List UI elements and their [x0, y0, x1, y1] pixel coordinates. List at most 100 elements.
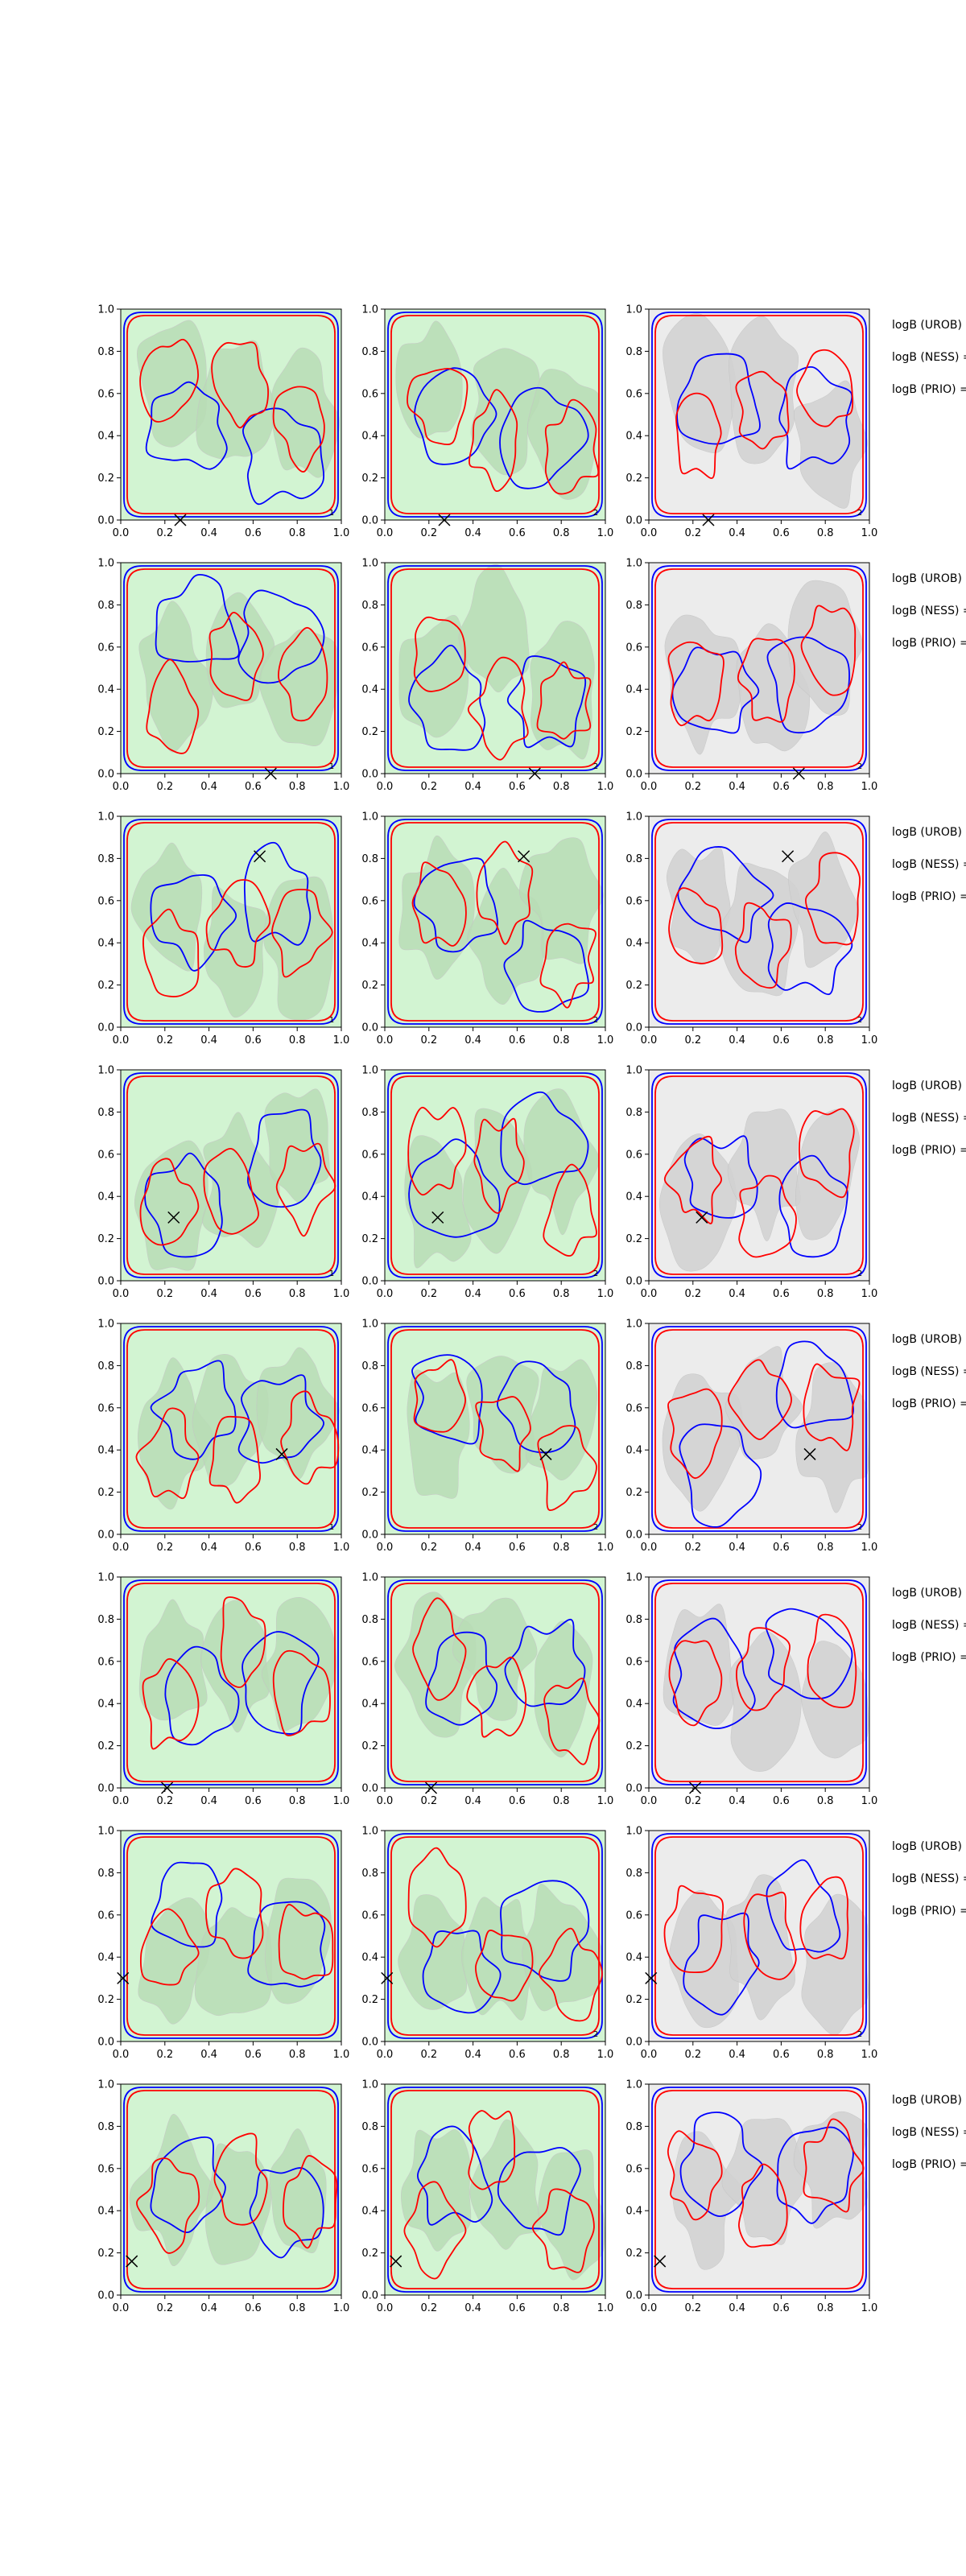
x-tick-label: 0.6 — [245, 1542, 262, 1554]
x-tick-label: 0.4 — [200, 1542, 217, 1554]
panel-number: 1 — [329, 509, 334, 518]
blue-contour — [651, 1579, 867, 1785]
axes-frame — [648, 1576, 870, 1789]
y-tick-label: 0.0 — [97, 2290, 114, 2302]
x-tick-label: 0.4 — [464, 1288, 481, 1300]
blue-contour — [150, 2136, 226, 2233]
y-tick-label: 0.8 — [97, 1614, 114, 1626]
panel-r8-c1: 0.0 0.2 0.4 0.6 0.8 1.0 0.0 0.2 0.4 0.6 0.8 1.0 — [97, 2079, 349, 2315]
y-tick-label: 0.4 — [361, 938, 378, 950]
shaded-region — [462, 1108, 533, 1254]
red-contour — [272, 386, 325, 473]
shaded-region — [394, 1591, 477, 1738]
y-tick-label: 0.4 — [625, 2206, 642, 2218]
x-tick-label: 1.0 — [861, 781, 878, 793]
red-contour — [390, 1075, 600, 1275]
panel-r2-c3: 0.0 0.2 0.4 0.6 0.8 1.0 0.0 0.2 0.4 0.6 0.8 1.0 2 — [625, 558, 877, 794]
axes-frame — [120, 1069, 342, 1282]
red-contour — [663, 1885, 724, 1974]
blue-contour — [497, 2147, 581, 2236]
y-tick-label: 0.2 — [361, 726, 378, 738]
blue-contour — [123, 2087, 339, 2293]
x-tick-label: 0.4 — [464, 527, 481, 539]
blue-contour — [247, 1901, 326, 1988]
red-contour — [204, 1868, 264, 1959]
y-tick-label: 0.4 — [97, 1699, 114, 1711]
blue-contour — [676, 353, 761, 445]
shaded-region — [662, 1373, 743, 1512]
red-contour — [803, 1363, 861, 1451]
y-tick-label: 0.8 — [625, 2121, 642, 2133]
red-contour — [412, 1597, 467, 1701]
y-tick-label: 0.8 — [625, 1614, 642, 1626]
red-contour — [728, 1359, 793, 1440]
y-tick-label: 0.2 — [625, 1487, 642, 1499]
red-contour — [139, 338, 199, 423]
x-tick-label: 1.0 — [597, 1542, 614, 1554]
y-tick-label: 0.4 — [97, 2206, 114, 2218]
x-tick-label: 0.6 — [509, 1542, 526, 1554]
y-tick-label: 0.0 — [97, 1022, 114, 1034]
shaded-region — [205, 592, 275, 708]
blue-contour — [387, 312, 603, 518]
blue-contour — [503, 919, 589, 1013]
y-tick-label: 0.4 — [625, 938, 642, 950]
shaded-region — [137, 320, 207, 448]
y-tick-label: 0.8 — [361, 1360, 378, 1373]
axes-frame — [120, 1830, 342, 2042]
blue-contour — [499, 386, 589, 489]
x-tick-label: 1.0 — [861, 1542, 878, 1554]
y-tick-label: 0.8 — [361, 600, 378, 612]
x-tick-label: 0.2 — [156, 2302, 173, 2314]
red-contour — [743, 1891, 797, 1980]
y-tick-label: 1.0 — [625, 1826, 642, 1838]
blue-contour — [778, 365, 853, 470]
y-tick-label: 1.0 — [97, 1826, 114, 1838]
x-tick-label: 0.8 — [289, 1542, 306, 1554]
x-tick-label: 0.6 — [245, 527, 262, 539]
axes-frame — [648, 308, 870, 521]
x-tick-label: 0.0 — [113, 2049, 130, 2061]
y-tick-label: 1.0 — [625, 2079, 642, 2091]
x-tick-label: 1.0 — [333, 2302, 350, 2314]
y-tick-label: 0.0 — [97, 1530, 114, 1542]
red-contour — [654, 1075, 864, 1275]
red-contour — [738, 2163, 788, 2248]
y-tick-label: 0.4 — [97, 1191, 114, 1203]
x-marker — [381, 1971, 394, 1984]
logb-label: logB (PRIO) = — [892, 1397, 966, 1410]
y-tick-label: 0.6 — [361, 1402, 378, 1414]
shaded-region — [793, 380, 868, 509]
logb-label: logB (NESS) = — [892, 1112, 966, 1125]
x-tick-label: 0.2 — [156, 781, 173, 793]
y-tick-label: 0.6 — [361, 1656, 378, 1668]
axes-frame — [120, 815, 342, 1028]
y-tick-label: 0.2 — [361, 1994, 378, 2006]
x-tick-label: 0.8 — [817, 781, 834, 793]
x-tick-label: 0.8 — [553, 2049, 570, 2061]
panel-r4-c3: 0.0 0.2 0.4 0.6 0.8 1.0 0.0 0.2 0.4 0.6 0.8 1.0 2 — [625, 1065, 877, 1301]
red-contour — [537, 1425, 597, 1511]
red-contour — [280, 1390, 340, 1485]
x-tick-label: 0.4 — [464, 1542, 481, 1554]
shaded-region — [256, 1347, 340, 1480]
y-tick-label: 0.8 — [625, 1868, 642, 1880]
x-tick-label: 0.0 — [641, 2049, 658, 2061]
y-tick-label: 0.8 — [361, 346, 378, 358]
y-tick-label: 0.2 — [625, 726, 642, 738]
blue-contour — [765, 1608, 853, 1700]
x-tick-label: 0.6 — [245, 2049, 262, 2061]
logb-label: logB (PRIO) = — [892, 890, 966, 903]
blue-contour — [497, 1360, 576, 1454]
shaded-region — [204, 2143, 271, 2265]
red-contour — [668, 887, 724, 964]
x-tick-label: 0.4 — [464, 781, 481, 793]
y-tick-label: 1.0 — [97, 811, 114, 824]
blue-contour — [123, 312, 339, 518]
axes-frame — [384, 1830, 606, 2042]
y-tick-label: 0.4 — [97, 431, 114, 443]
red-contour — [543, 1163, 597, 1257]
y-tick-label: 0.2 — [361, 1487, 378, 1499]
x-marker — [539, 1447, 552, 1460]
x-tick-label: 0.8 — [289, 781, 306, 793]
